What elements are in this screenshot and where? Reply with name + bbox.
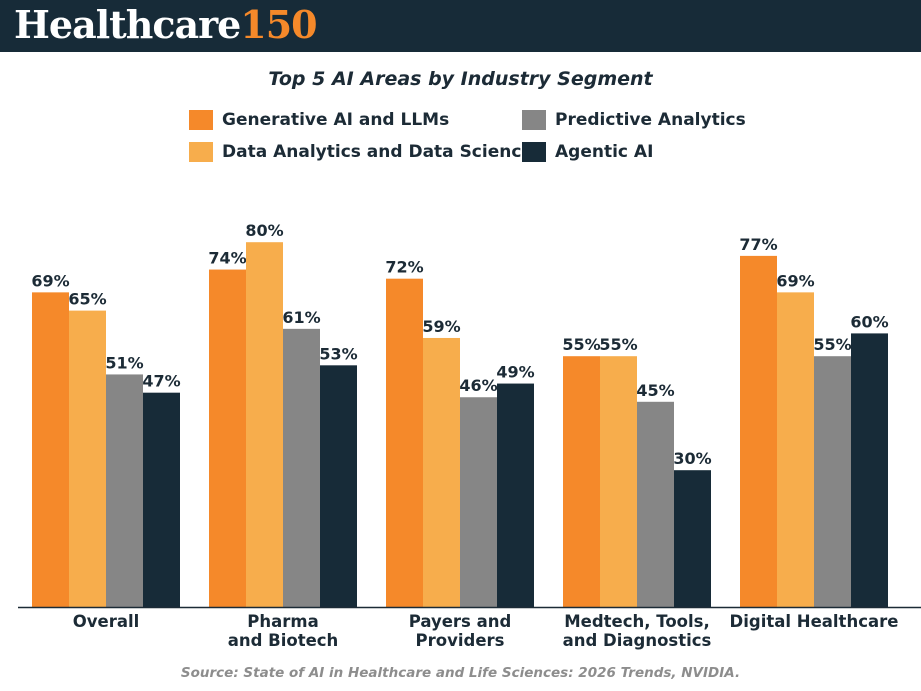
legend-label: Predictive Analytics [555,110,746,130]
bar [674,470,711,607]
category-label: Medtech, Tools, [564,612,710,631]
bar [246,242,283,607]
legend-item-predictive-analytics: Predictive Analytics [522,109,746,131]
data-label: 61% [282,308,320,327]
data-label: 55% [562,335,600,354]
bar [740,255,777,607]
bar [600,356,637,607]
data-label: 65% [68,290,106,309]
category-label: Payers and [409,612,512,631]
category-label: Overall [73,612,140,631]
bar [814,356,851,607]
data-label: 51% [105,353,143,372]
bar [143,392,180,607]
bar [69,310,106,607]
bar [777,292,814,607]
legend-swatch [189,110,213,130]
bar [283,328,320,607]
data-label: 69% [31,271,69,290]
category-label: Providers [416,631,505,650]
legend-item-agentic-ai: Agentic AI [522,141,653,163]
category-label: and Biotech [228,631,339,650]
data-label: 72% [385,258,423,277]
bar [637,401,674,607]
legend-swatch [522,142,546,162]
bar [386,278,423,607]
data-label: 55% [813,335,851,354]
data-label: 45% [636,381,674,400]
bar [497,383,534,607]
data-label: 55% [599,335,637,354]
legend-label: Data Analytics and Data Science [222,142,533,162]
category-label: Pharma [247,612,318,631]
data-label: 30% [673,449,711,468]
data-label: 53% [319,344,357,363]
data-label: 47% [142,372,180,391]
bar [32,292,69,607]
bar [563,356,600,607]
legend-swatch [522,110,546,130]
data-label: 46% [459,376,497,395]
bar [106,374,143,607]
data-label: 77% [739,235,777,254]
legend-item-generative-ai: Generative AI and LLMs [189,109,449,131]
data-label: 49% [496,363,534,382]
brand-number: 150 [240,2,317,47]
bar [851,333,888,607]
brand-logo: Healthcare150 [14,2,318,48]
legend-swatch [189,142,213,162]
category-label: and Diagnostics [563,631,712,650]
data-label: 60% [850,312,888,331]
legend-label: Generative AI and LLMs [222,110,450,130]
source-note: Source: State of AI in Healthcare and Li… [180,665,741,681]
category-label: Digital Healthcare [730,612,899,631]
legend-item-data-analytics: Data Analytics and Data Science [189,141,533,163]
legend-label: Agentic AI [555,142,654,162]
bar [423,337,460,607]
data-label: 80% [245,221,283,240]
bar [209,269,246,607]
bar [460,397,497,607]
data-label: 59% [422,317,460,336]
data-label: 74% [208,249,246,268]
header-bar: Healthcare150 [0,0,921,52]
chart-title: Top 5 AI Areas by Industry Segment [268,68,653,90]
brand-name: Healthcare [14,2,241,47]
data-label: 69% [776,271,814,290]
bar [320,365,357,607]
